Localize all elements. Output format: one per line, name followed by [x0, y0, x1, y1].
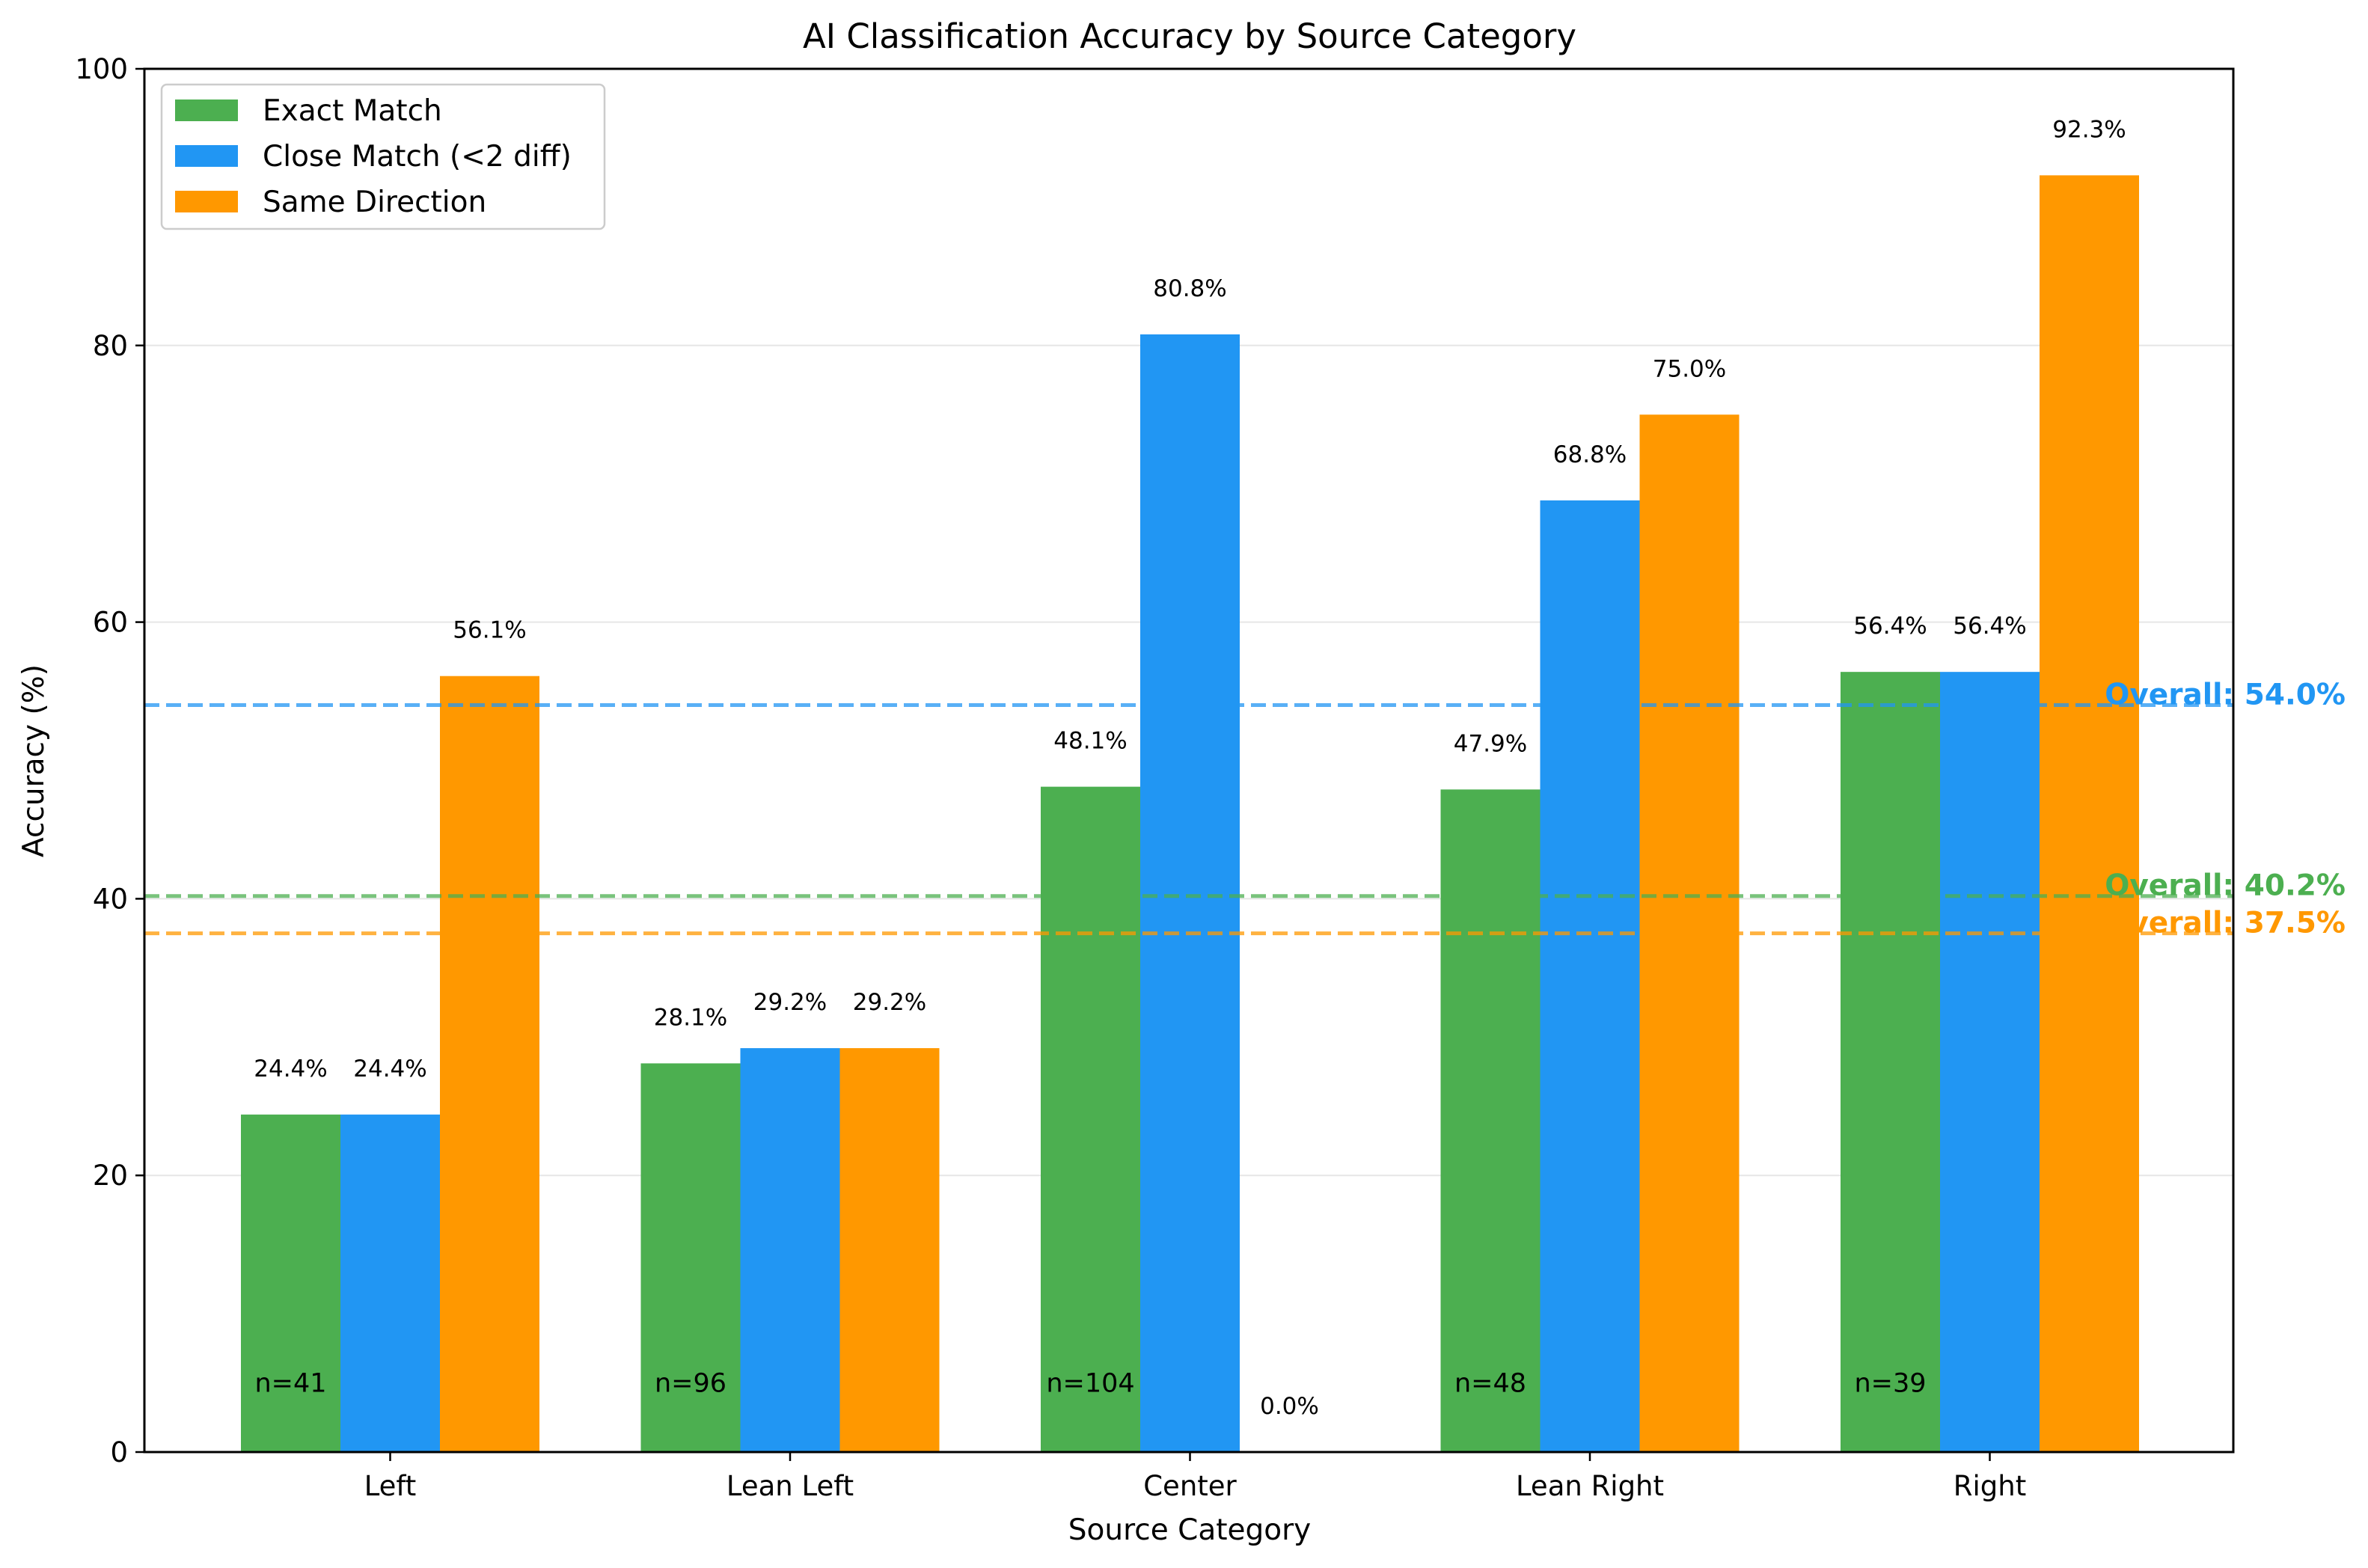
sample-size-label: n=48: [1454, 1369, 1526, 1399]
x-tick-label: Right: [1954, 1470, 2026, 1502]
bar-exact-match: [1841, 672, 1940, 1452]
bar-value-label: 24.4%: [353, 1056, 426, 1082]
y-tick-label: 100: [75, 53, 128, 85]
bar-same-direction: [839, 1048, 940, 1452]
bar-value-label: 75.0%: [1653, 355, 1726, 382]
bar-close-match-2-diff: [1540, 500, 1640, 1453]
bar-value-label: 56.1%: [453, 617, 526, 644]
overall-label: Overall: 54.0%: [2105, 679, 2346, 712]
bar-value-label: 56.4%: [1953, 613, 2026, 640]
overall-label: Overall: 37.5%: [2105, 907, 2346, 940]
x-tick-label: Lean Right: [1516, 1470, 1664, 1502]
sample-size-label: n=104: [1046, 1369, 1134, 1399]
sample-size-label: n=41: [254, 1369, 326, 1399]
bar-value-label: 29.2%: [853, 989, 926, 1016]
overall-lines: Overall: 54.0% Overall: 40.2% Overall: 37.…: [144, 679, 2346, 940]
bar-exact-match: [1041, 786, 1140, 1452]
bar-value-label: 47.9%: [1454, 730, 1527, 757]
legend-box: [160, 83, 606, 230]
sample-size-label: n=96: [655, 1369, 726, 1399]
sample-size-label: n=39: [1854, 1369, 1926, 1399]
bar-exact-match: [1440, 789, 1541, 1452]
y-tick-label: 60: [93, 607, 128, 639]
x-axis-label: Source Category: [1068, 1513, 1312, 1547]
legend-swatch: [175, 191, 238, 212]
legend: Exact Match Close Match (<2 diff) Same Dir…: [160, 83, 606, 230]
bar-same-direction: [2040, 175, 2139, 1452]
bar-exact-match: [640, 1063, 741, 1452]
axes: 0 20 40 60 80 100 Left Lean Left Center Lean Righ…: [75, 53, 2026, 1502]
x-tick-label: Center: [1143, 1470, 1237, 1502]
bar-same-direction: [440, 676, 539, 1453]
bar-close-match-2-diff: [1140, 334, 1240, 1452]
bar-value-label: 92.3%: [2052, 116, 2126, 143]
bar-value-label: 24.4%: [254, 1056, 327, 1082]
legend-label: Close Match (<2 diff): [263, 140, 572, 174]
bar-value-label: 68.8%: [1553, 441, 1627, 468]
y-axis-label: Accuracy (%): [17, 664, 51, 857]
legend-label: Exact Match: [263, 94, 442, 128]
data-labels: 24.4% 24.4% 56.1% n=41 28.1% 29.2% 29.2% n=96 48…: [254, 116, 2126, 1420]
bar-value-label: 29.2%: [753, 989, 827, 1016]
y-tick-label: 40: [93, 883, 128, 915]
bars: [241, 175, 2139, 1453]
bar-close-match-2-diff: [340, 1114, 440, 1452]
legend-swatch: [175, 145, 238, 167]
y-tick-label: 80: [93, 330, 128, 362]
y-tick-label: 0: [110, 1436, 128, 1469]
bar-close-match-2-diff: [740, 1048, 840, 1452]
chart-title: AI Classification Accuracy by Source Cat…: [803, 16, 1576, 56]
x-tick-label: Left: [364, 1470, 417, 1502]
overall-label: Overall: 40.2%: [2105, 869, 2346, 903]
bar-close-match-2-diff: [1940, 672, 2040, 1452]
bar-value-label: 80.8%: [1153, 275, 1226, 302]
bar-value-label: 28.1%: [654, 1004, 727, 1031]
bar-value-label: 56.4%: [1853, 613, 1927, 640]
bar-value-label: 48.1%: [1053, 728, 1127, 755]
x-tick-label: Lean Left: [726, 1470, 854, 1502]
plot-frame: [143, 67, 2235, 1454]
bar-exact-match: [241, 1114, 340, 1452]
legend-swatch: [175, 99, 238, 121]
y-tick-label: 20: [93, 1160, 128, 1192]
bar-value-label: 0.0%: [1260, 1393, 1319, 1420]
legend-label: Same Direction: [263, 186, 486, 219]
